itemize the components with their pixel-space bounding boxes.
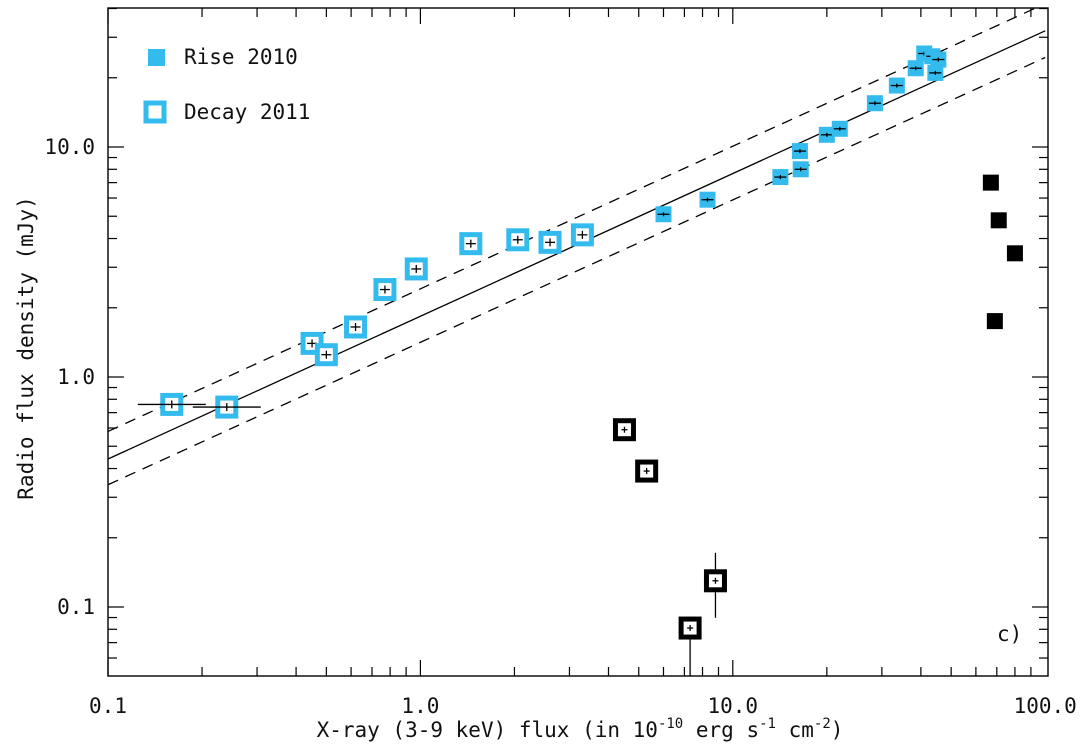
black-filled-point bbox=[986, 313, 1003, 330]
axes: 0.1 1.0 10.0 100.0 0.1 1.0 10.0 bbox=[44, 7, 1077, 718]
x-tick-label: 1.0 bbox=[401, 694, 439, 718]
marker-group bbox=[137, 45, 1023, 676]
y-axis-label: Radio flux density (mJy) bbox=[14, 196, 38, 499]
x-tick-label: 0.1 bbox=[89, 694, 127, 718]
legend: Rise 2010 Decay 2011 bbox=[143, 45, 310, 124]
legend-decay-marker bbox=[143, 100, 167, 124]
fit-line-dashed bbox=[108, 56, 1046, 486]
legend-rise-marker bbox=[148, 49, 165, 66]
plot-frame bbox=[107, 7, 1049, 677]
y-tick-label: 0.1 bbox=[57, 595, 95, 619]
y-tick-label: 1.0 bbox=[57, 365, 95, 389]
black-filled-point bbox=[982, 174, 999, 191]
x-tick-label: 100.0 bbox=[1014, 694, 1077, 718]
fit-line-dashed bbox=[108, 8, 1038, 433]
y-tick-label: 10.0 bbox=[44, 135, 95, 159]
x-axis-label: X-ray (3-9 keV) flux (in 10-10 erg s-1 c… bbox=[317, 716, 844, 742]
data-markers bbox=[137, 45, 1023, 676]
x-tick-label: 10.0 bbox=[708, 694, 759, 718]
black-filled-point bbox=[990, 212, 1007, 229]
panel-label: c) bbox=[997, 622, 1022, 646]
legend-rise-label: Rise 2010 bbox=[184, 45, 298, 69]
black-filled-point bbox=[1006, 245, 1023, 262]
legend-decay-label: Decay 2011 bbox=[184, 100, 310, 124]
